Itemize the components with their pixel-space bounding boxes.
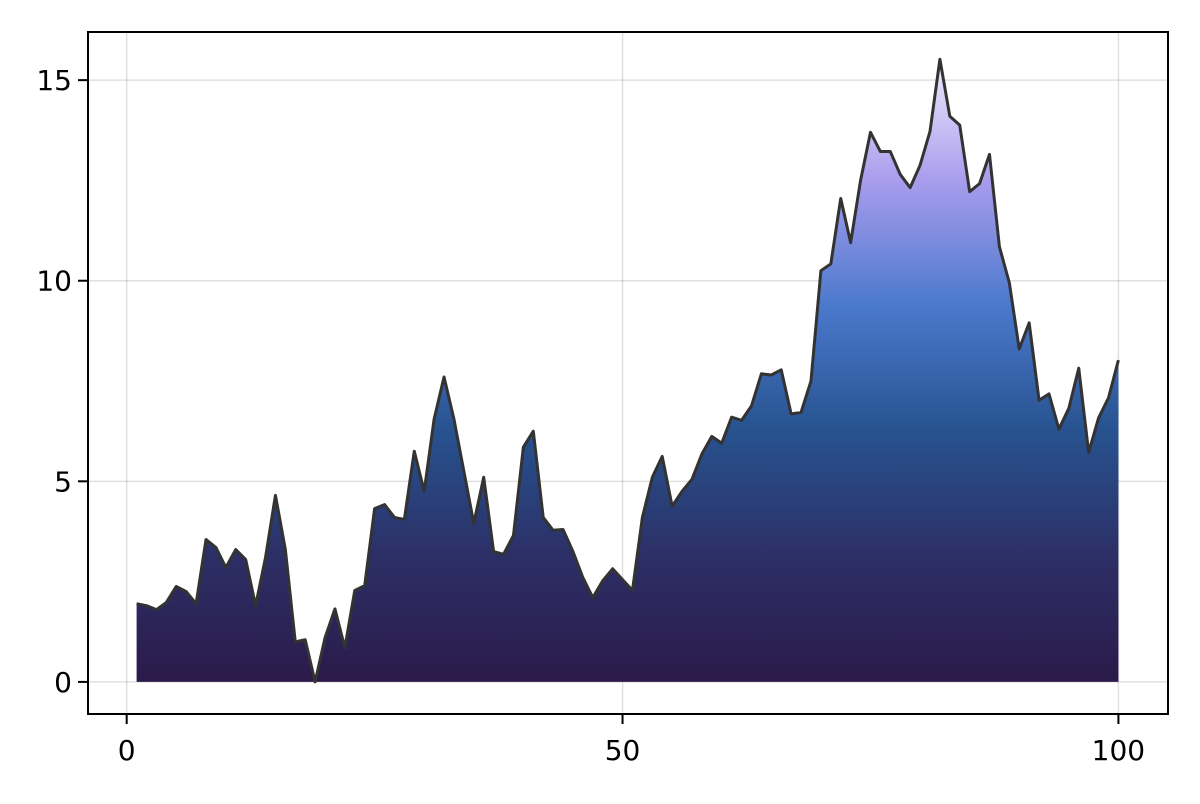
y-tick-label: 0 [54, 666, 72, 699]
x-tick-label: 0 [118, 734, 136, 767]
x-tick-label: 100 [1092, 734, 1145, 767]
axis-ticks: 0 50 100 0 5 10 15 [36, 64, 1145, 767]
plot-frame [87, 31, 1169, 715]
series-line [136, 57, 1120, 684]
y-tick-label: 5 [54, 465, 72, 498]
area-layer [136, 57, 1120, 684]
y-tick-label: 10 [36, 265, 72, 298]
y-tick-label: 15 [36, 64, 72, 97]
x-tick-label: 50 [605, 734, 641, 767]
area-fill [136, 59, 1119, 682]
